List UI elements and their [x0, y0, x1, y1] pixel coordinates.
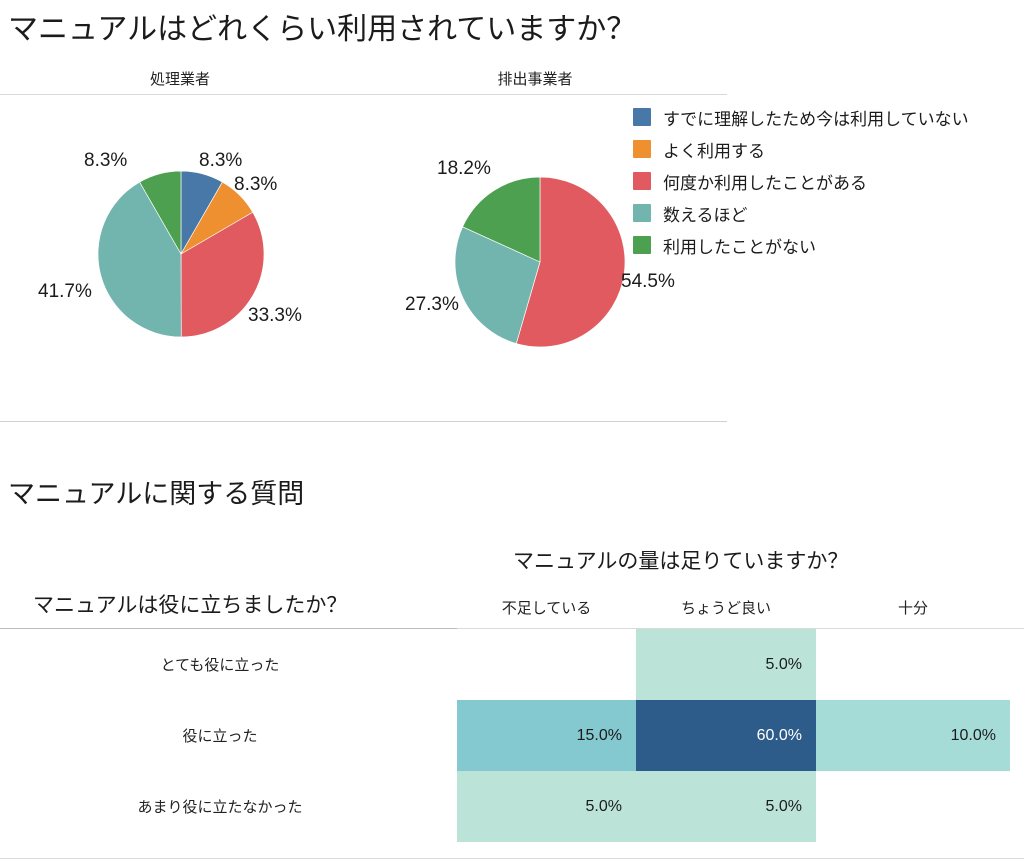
legend-swatch-icon: [633, 140, 651, 158]
pie-chart-2-svg: [455, 177, 625, 347]
legend-swatch-icon: [633, 236, 651, 254]
section-divider: [0, 421, 727, 422]
pie-1-label-teal: 41.7%: [38, 281, 92, 302]
legend-item-label: 数えるほど: [663, 205, 748, 225]
pie-1-label-red: 33.3%: [248, 305, 302, 326]
row-header-1: 役に立った: [182, 728, 258, 745]
legend-item-4[interactable]: 利用したことがない: [633, 229, 969, 261]
legend-item-3[interactable]: 数えるほど: [633, 197, 969, 229]
pie-chart-2: [455, 177, 625, 347]
column-group-title: マニュアルの量は足りていますか？: [513, 550, 849, 573]
header-divider: [0, 94, 727, 95]
table-bottom-divider: [0, 858, 1024, 859]
cell-2-2[interactable]: [816, 771, 1010, 842]
pie-1-label-blue: 8.3%: [199, 150, 243, 171]
cell-0-2[interactable]: [816, 629, 1010, 700]
column-header-2: 十分: [897, 600, 928, 617]
cell-0-1[interactable]: 5.0%: [636, 629, 816, 700]
row-group-title: マニュアルは役に立ちましたか？: [33, 594, 348, 617]
pie-chart-1-svg: [98, 171, 264, 337]
legend-item-label: よく利用する: [663, 141, 765, 161]
legend-item-label: すでに理解したため今は利用していない: [663, 109, 969, 129]
cell-1-1[interactable]: 60.0%: [636, 700, 816, 771]
legend-swatch-icon: [633, 204, 651, 222]
pie-legend: すでに理解したため今は利用していない よく利用する 何度か利用したことがある 数…: [633, 101, 969, 261]
cell-1-0[interactable]: 15.0%: [457, 700, 636, 771]
pie-chart-1: [98, 171, 264, 337]
table-body: とても役に立った 5.0% 役に立った 15.0% 60.0% 10.0% あま…: [0, 629, 1024, 842]
page-title: マニュアルはどれくらい利用されていますか？: [8, 13, 637, 46]
table-row: とても役に立った 5.0%: [0, 629, 1024, 700]
row-header-0: とても役に立った: [160, 657, 280, 674]
pie-1-label-green: 8.3%: [84, 150, 128, 171]
legend-item-1[interactable]: よく利用する: [633, 133, 969, 165]
row-header-2: あまり役に立たなかった: [137, 799, 303, 816]
column-header-1: ちょうど良い: [680, 600, 771, 617]
table-header-divider: [0, 628, 1024, 629]
table-header-divider-left: [0, 628, 457, 629]
pie-chart-2-subtitle: 排出事業者: [497, 71, 573, 88]
cell-2-1[interactable]: 5.0%: [636, 771, 816, 842]
cell-2-0[interactable]: 5.0%: [457, 771, 636, 842]
legend-swatch-icon: [633, 108, 651, 126]
column-header-0: 不足している: [501, 600, 592, 617]
legend-item-0[interactable]: すでに理解したため今は利用していない: [633, 101, 969, 133]
table-row: あまり役に立たなかった 5.0% 5.0%: [0, 771, 1024, 842]
legend-item-label: 何度か利用したことがある: [663, 173, 867, 193]
heatmap-table-section: マニュアルに関する質問 マニュアルの量は足りていますか？ マニュアルは役に立ちま…: [0, 422, 1024, 863]
cell-1-2[interactable]: 10.0%: [816, 700, 1010, 771]
pie-2-label-red: 54.5%: [621, 271, 675, 292]
legend-swatch-icon: [633, 172, 651, 190]
pie-2-label-teal: 27.3%: [405, 294, 459, 315]
section-title: マニュアルに関する質問: [8, 479, 305, 509]
legend-item-2[interactable]: 何度か利用したことがある: [633, 165, 969, 197]
legend-item-label: 利用したことがない: [663, 237, 816, 257]
pie-2-label-green: 18.2%: [437, 158, 491, 179]
table-row: 役に立った 15.0% 60.0% 10.0%: [0, 700, 1024, 771]
pie-1-label-orange: 8.3%: [234, 174, 278, 195]
pie-chart-1-subtitle: 処理業者: [149, 71, 210, 88]
pie-chart-section: マニュアルはどれくらい利用されていますか？ 処理業者 排出事業者 8.3% 8.…: [0, 0, 1024, 422]
cell-0-0[interactable]: [457, 629, 636, 700]
